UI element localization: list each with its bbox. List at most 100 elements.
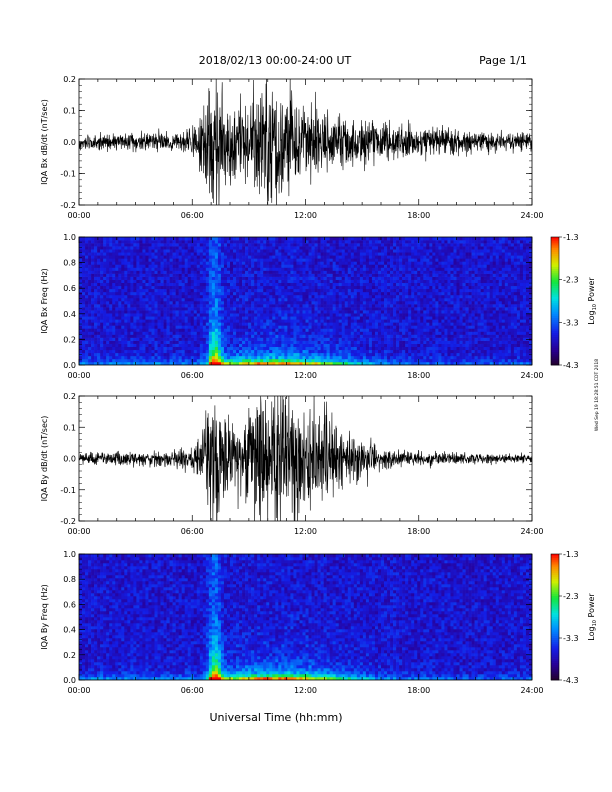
spectrogram-cell: [260, 267, 264, 271]
spectrogram-cell: [338, 261, 343, 265]
spectrogram-cell: [293, 331, 297, 335]
spectrogram-cell: [245, 331, 249, 335]
spectrogram-cell: [266, 261, 270, 265]
spectrogram-cell: [118, 316, 122, 320]
spectrogram-cell: [338, 273, 343, 277]
spectrogram-cell: [226, 255, 231, 259]
spectrogram-cell: [103, 319, 107, 323]
spectrogram-cell: [245, 319, 249, 323]
spectrogram-cell: [236, 307, 240, 311]
spectrogram-cell: [314, 282, 318, 287]
spectrogram-cell: [208, 270, 213, 274]
spectrogram-cell: [205, 267, 210, 271]
spectrogram-cell: [384, 258, 388, 262]
spectrogram-cell: [426, 310, 430, 314]
spectrogram-cell: [266, 243, 270, 247]
spectrogram-cell: [100, 270, 104, 274]
spectrogram-cell: [154, 258, 158, 262]
spectrogram-cell: [184, 340, 189, 344]
spectrogram-cell: [359, 270, 364, 274]
spectrogram-cell: [332, 288, 336, 293]
spectrogram-cell: [85, 316, 89, 320]
spectrogram-cell: [305, 361, 309, 365]
spectrogram-cell: [233, 240, 237, 244]
spectrogram-cell: [154, 279, 158, 284]
spectrogram-cell: [332, 282, 336, 287]
spectrogram-cell: [145, 325, 149, 329]
spectrogram-cell: [160, 291, 164, 296]
spectrogram-cell: [142, 361, 146, 365]
spectrogram-cell: [323, 279, 327, 284]
spectrogram-cell: [163, 261, 167, 265]
spectrogram-cell: [399, 273, 403, 277]
spectrogram-cell: [178, 328, 182, 332]
spectrogram-cell: [371, 291, 376, 296]
spectrogram-cell: [405, 325, 409, 329]
spectrogram-cell: [396, 279, 400, 284]
spectrogram-cell: [230, 297, 234, 302]
spectrogram-cell: [112, 255, 116, 259]
spectrogram-cell: [326, 304, 330, 308]
spectrogram-cell: [217, 288, 222, 293]
spectrogram-cell: [359, 258, 364, 262]
spectrogram-cell: [390, 319, 394, 323]
spectrogram-cell: [208, 297, 213, 302]
spectrogram-cell: [402, 258, 406, 262]
spectrogram-cell: [136, 331, 140, 335]
spectrogram-cell: [408, 285, 412, 290]
spectrogram-cell: [136, 255, 140, 259]
spectrogram-cell: [374, 361, 379, 365]
spectrogram-cell: [347, 243, 352, 247]
spectrogram-cell: [254, 313, 258, 317]
spectrogram-cell: [335, 316, 340, 320]
spectrogram-cell: [390, 340, 394, 344]
spectrogram-cell: [139, 337, 143, 341]
spectrogram-cell: [402, 322, 406, 326]
spectrogram-cell: [269, 279, 273, 284]
spectrogram-cell: [248, 246, 252, 250]
spectrogram-cell: [344, 301, 349, 305]
spectrogram-cell: [214, 294, 219, 299]
spectrogram-cell: [103, 331, 107, 335]
spectrogram-cell: [341, 276, 346, 280]
spectrogram-cell: [290, 285, 294, 290]
spectrogram-cell: [381, 301, 385, 305]
spectrogram-cell: [130, 307, 134, 311]
spectrogram-cell: [211, 325, 216, 329]
spectrogram-cell: [79, 358, 83, 363]
spectrogram-cell: [82, 325, 86, 329]
spectrogram-cell: [202, 328, 207, 332]
spectrogram-cell: [411, 258, 415, 262]
spectrogram-cell: [263, 325, 267, 329]
spectrogram-cell: [251, 282, 255, 287]
spectrogram-cell: [236, 319, 240, 323]
spectrogram-cell: [94, 340, 98, 344]
spectrogram-cell: [248, 337, 252, 341]
spectrogram-cell: [387, 261, 391, 265]
spectrogram-cell: [130, 337, 134, 341]
spectrogram-cell: [396, 337, 400, 341]
spectrogram-cell: [193, 270, 198, 274]
spectrogram-cell: [287, 307, 291, 311]
spectrogram-cell: [181, 288, 185, 293]
spectrogram-cell: [79, 288, 83, 293]
spectrogram-cell: [311, 270, 315, 274]
spectrogram-cell: [127, 301, 131, 305]
spectrogram-cell: [133, 279, 137, 284]
spectrogram-cell: [178, 282, 182, 287]
spectrogram-cell: [399, 240, 403, 244]
spectrogram-cell: [190, 276, 195, 280]
spectrogram-cell: [199, 322, 204, 326]
spectrogram-cell: [145, 267, 149, 271]
spectrogram-cell: [230, 313, 234, 317]
spectrogram-cell: [335, 310, 340, 314]
spectrogram-cell: [118, 267, 122, 271]
spectrogram-cell: [202, 310, 207, 314]
spectrogram-cell: [281, 291, 285, 296]
spectrogram-cell: [296, 297, 300, 302]
spectrogram-cell: [121, 343, 125, 348]
spectrogram-cell: [175, 282, 179, 287]
spectrogram-cell: [79, 252, 83, 256]
spectrogram-cell: [305, 264, 309, 268]
spectrogram-cell: [181, 267, 185, 271]
